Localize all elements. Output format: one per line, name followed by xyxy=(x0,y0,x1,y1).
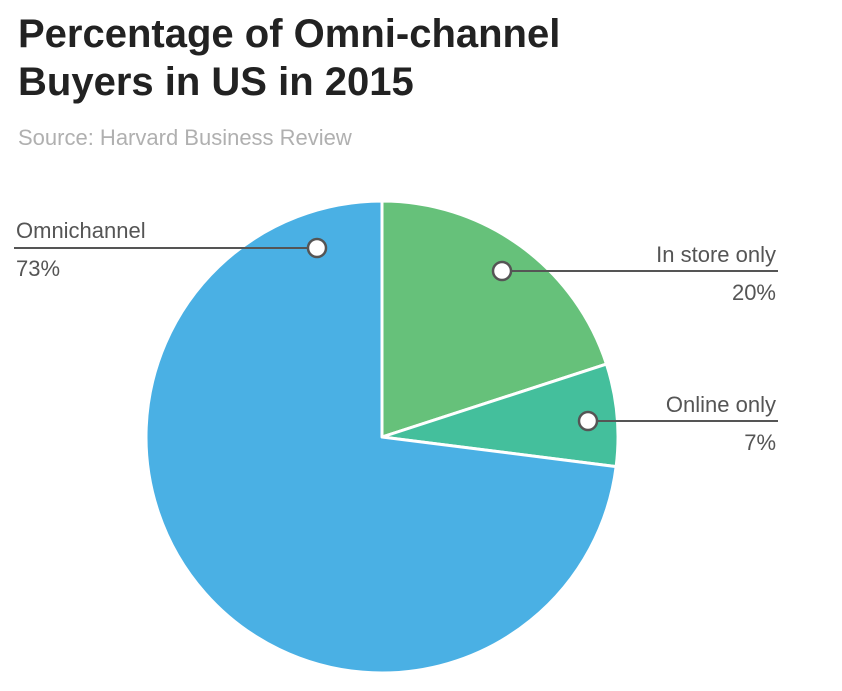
pie-slice-omnichannel xyxy=(144,199,618,675)
chart-title: Percentage of Omni-channel Buyers in US … xyxy=(18,10,818,106)
chart-title-line-1: Percentage of Omni-channel xyxy=(18,12,561,56)
label-group-in-store-only: In store only 20% xyxy=(491,242,778,305)
slice-value-online-only: 7% xyxy=(744,430,776,455)
leader-marker-online-only xyxy=(577,410,599,432)
slice-value-omnichannel: 73% xyxy=(16,256,60,281)
leader-marker-omnichannel xyxy=(306,237,328,259)
label-group-online-only: Online only 7% xyxy=(577,392,778,455)
slice-label-online-only: Online only xyxy=(666,392,776,417)
pie-slice-in-store-only xyxy=(380,199,608,439)
pie-slice-online-only xyxy=(380,362,620,469)
chart-source: Source: Harvard Business Review xyxy=(18,125,352,150)
chart-title-line-2: Buyers in US in 2015 xyxy=(18,60,414,104)
slice-label-omnichannel: Omnichannel xyxy=(16,218,146,243)
slice-value-in-store-only: 20% xyxy=(732,280,776,305)
pie-slices xyxy=(144,199,620,675)
leader-marker-in-store-only xyxy=(491,260,513,282)
slice-label-in-store-only: In store only xyxy=(656,242,776,267)
label-group-omnichannel: Omnichannel 73% xyxy=(14,218,328,281)
